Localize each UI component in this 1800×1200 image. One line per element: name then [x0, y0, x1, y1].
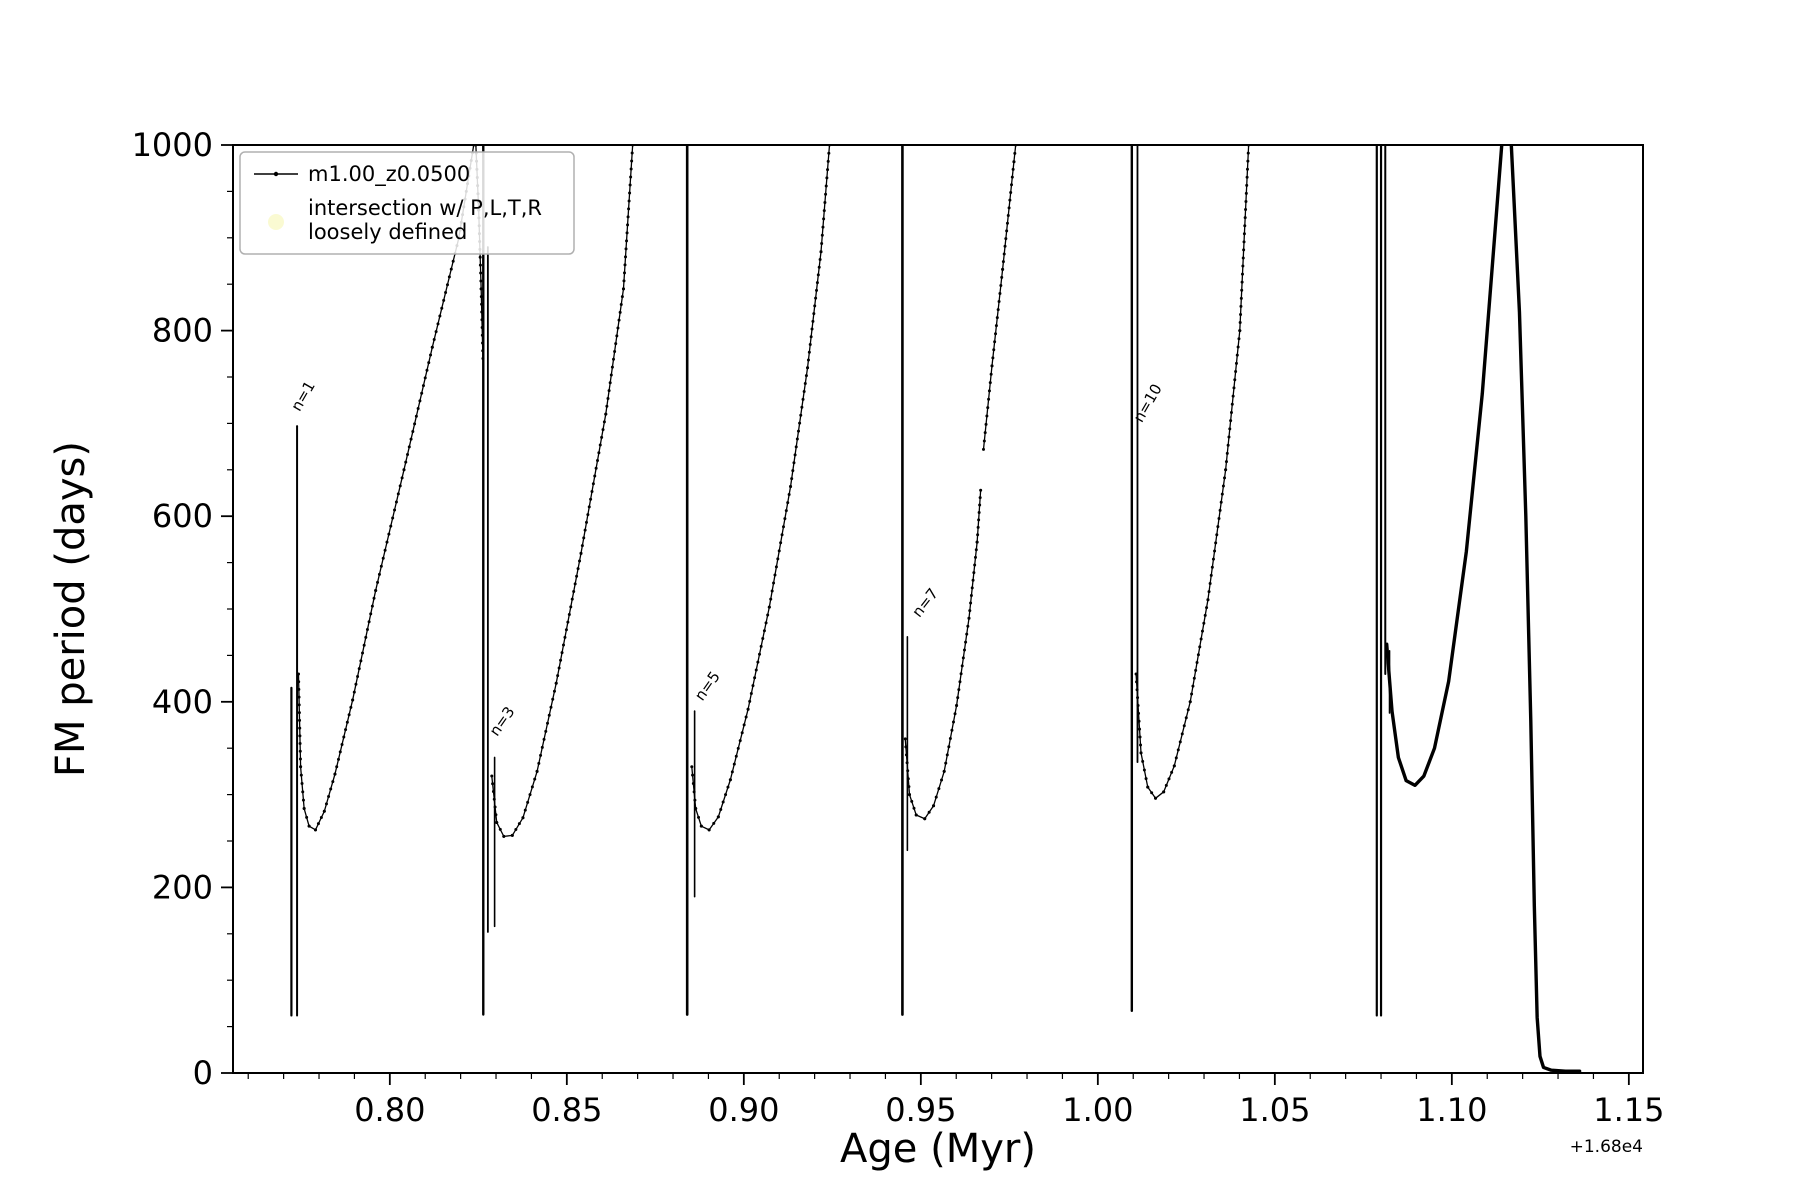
- annotations: n=1 n=3 n=5 n=7 n=10: [287, 378, 1165, 739]
- legend-box: [239, 151, 575, 255]
- series-pulse5-rise-markers: [1134, 145, 1251, 800]
- series-pulse4-rise-a-markers: [903, 488, 983, 821]
- y-tick-label: 600: [152, 497, 213, 535]
- annotation-n-1: n=1: [287, 378, 318, 414]
- x-tick-label: 0.90: [708, 1091, 779, 1129]
- x-tick-label: 0.95: [885, 1091, 956, 1129]
- x-axis-label: Age (Myr): [840, 1126, 1036, 1172]
- series-pulse6-fall: [1509, 145, 1582, 1073]
- y-tick-label: 800: [152, 312, 213, 350]
- x-tick-label: 1.10: [1416, 1091, 1487, 1129]
- y-tick-label: 400: [152, 683, 213, 721]
- series-pulse5-rise: [1135, 145, 1250, 799]
- x-tick-label: 1.15: [1593, 1091, 1664, 1129]
- plot-frame: [232, 144, 1644, 1074]
- axis-offset-text: +1.68e4: [1570, 1137, 1643, 1157]
- data-series: [290, 145, 1582, 1073]
- annotation-n-7: n=7: [908, 585, 942, 621]
- x-tick-label: 0.85: [531, 1091, 602, 1129]
- x-tick-label: 0.80: [354, 1091, 425, 1129]
- annotation-n-5: n=5: [691, 668, 724, 704]
- legend-line-marker: [273, 171, 279, 177]
- y-tick-label: 0: [193, 1054, 213, 1092]
- legend-entry-label-2: intersection w/ P,L,T,R loosely defined: [308, 196, 542, 244]
- axes-frame: [232, 144, 1644, 1074]
- x-tick-label: 1.05: [1239, 1091, 1310, 1129]
- y-axis-label: FM period (days): [48, 441, 94, 777]
- y-tick-label: 200: [152, 868, 213, 906]
- x-tick-label: 1.00: [1062, 1091, 1133, 1129]
- series-pulse4-rise-b-markers: [981, 145, 1018, 451]
- axis-ticks: 0.80 0.85 0.90 0.95 1.00 1.05 1.10 1.15 0 200 400 6…: [132, 126, 1665, 1129]
- annotation-n-3: n=3: [486, 703, 519, 739]
- legend: m1.00_z0.0500 intersection w/ P,L,T,R loos…: [239, 151, 575, 255]
- series-pulse3-rise-markers: [690, 145, 831, 832]
- legend-dot-marker: [268, 214, 284, 230]
- series-pulse4-rise-b: [982, 145, 1017, 451]
- series-pulse3-rise: [691, 145, 831, 831]
- series-pulse4-rise-a: [904, 489, 982, 820]
- annotation-n-10: n=10: [1130, 381, 1166, 426]
- y-tick-label: 1000: [132, 126, 213, 164]
- series-pulse6-rise: [1385, 145, 1504, 788]
- series-pulse2-rise-markers: [490, 145, 635, 838]
- legend-entry-label-1: m1.00_z0.0500: [308, 162, 470, 187]
